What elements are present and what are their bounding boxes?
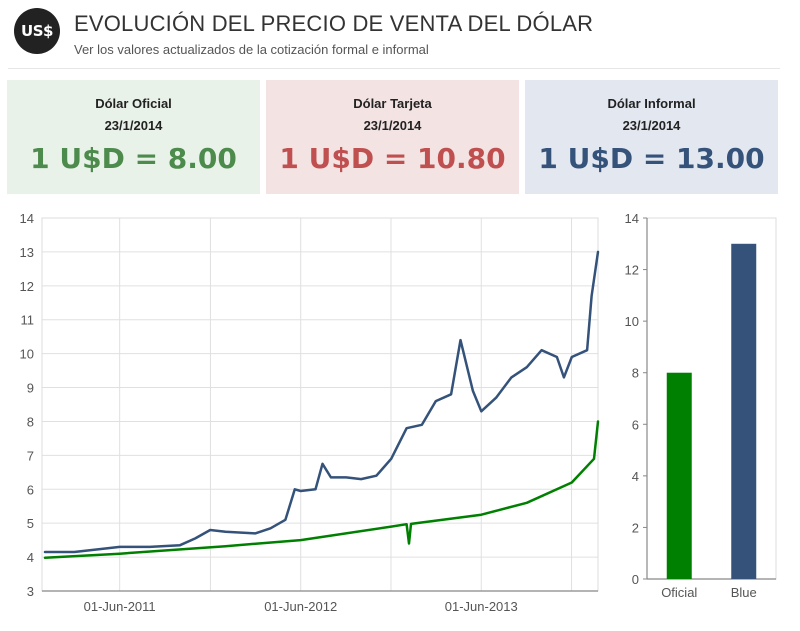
y-tick-label: 11 (21, 313, 35, 328)
rate-date: 23/1/2014 (622, 118, 681, 133)
y-tick-label: 9 (27, 381, 34, 396)
y-tick-label: 13 (20, 245, 34, 260)
plot-frame (41, 217, 599, 592)
y-tick-label: 10 (625, 314, 639, 329)
y-tick-label: 14 (625, 211, 639, 226)
rate-value: 1 U$D = 10.80 (279, 142, 506, 175)
page-subtitle: Ver los valores actualizados de la cotiz… (74, 42, 429, 57)
x-tick-label: Blue (731, 585, 757, 600)
y-tick-label: 6 (27, 482, 34, 497)
rate-value: 1 U$D = 13.00 (538, 142, 765, 175)
bar-blue (731, 243, 757, 579)
header: US$ EVOLUCIÓN DEL PRECIO DE VENTA DEL DÓ… (0, 0, 800, 70)
x-tick-label: 01-Jun-2013 (445, 599, 518, 614)
rate-date: 23/1/2014 (104, 118, 163, 133)
y-tick-label: 8 (27, 414, 34, 429)
series-line-1 (43, 420, 600, 560)
line-chart: 3 4 5 6 7 8 9 10 11 12 13 14 01-Jun-2011 01-Jun-2012 0… (20, 211, 600, 614)
page-title: EVOLUCIÓN DEL PRECIO DE VENTA DEL DÓLAR (74, 11, 594, 36)
header-divider (8, 68, 780, 69)
rate-date: 23/1/2014 (363, 118, 422, 133)
y-tick-label: 12 (20, 279, 34, 294)
y-tick-label: 4 (632, 469, 639, 484)
bar-oficial (666, 372, 692, 579)
rate-box-oficial: Dólar Oficial 23/1/2014 1 U$D = 8.00 (7, 80, 260, 194)
rate-value: 1 U$D = 8.00 (30, 142, 237, 175)
bar-chart: 0 2 4 6 8 10 12 14 Oficial Blue (625, 211, 777, 600)
y-tick-label: 14 (20, 211, 34, 226)
x-tick-label: 01-Jun-2012 (264, 599, 337, 614)
plot-frame (646, 217, 777, 580)
x-tick-label: Oficial (661, 585, 697, 600)
y-tick-label: 8 (632, 366, 639, 381)
rate-label: Dólar Informal (607, 96, 696, 111)
y-tick-label: 12 (625, 263, 639, 278)
y-tick-label: 4 (27, 550, 34, 565)
y-tick-label: 7 (27, 448, 34, 463)
rate-box-tarjeta: Dólar Tarjeta 23/1/2014 1 U$D = 10.80 (266, 80, 519, 194)
y-tick-label: 3 (27, 584, 34, 599)
dollar-logo-icon: US$ (14, 8, 60, 54)
rate-label: Dólar Oficial (95, 96, 172, 111)
series-line-0 (43, 250, 600, 554)
x-tick-label: 01-Jun-2011 (84, 599, 156, 614)
rate-label: Dólar Tarjeta (353, 96, 432, 111)
y-tick-label: 10 (20, 347, 34, 362)
rate-box-informal: Dólar Informal 23/1/2014 1 U$D = 13.00 (525, 80, 778, 194)
y-tick-label: 5 (27, 516, 34, 531)
y-tick-label: 2 (632, 520, 639, 535)
y-tick-label: 0 (632, 572, 639, 587)
y-tick-label: 6 (632, 417, 639, 432)
